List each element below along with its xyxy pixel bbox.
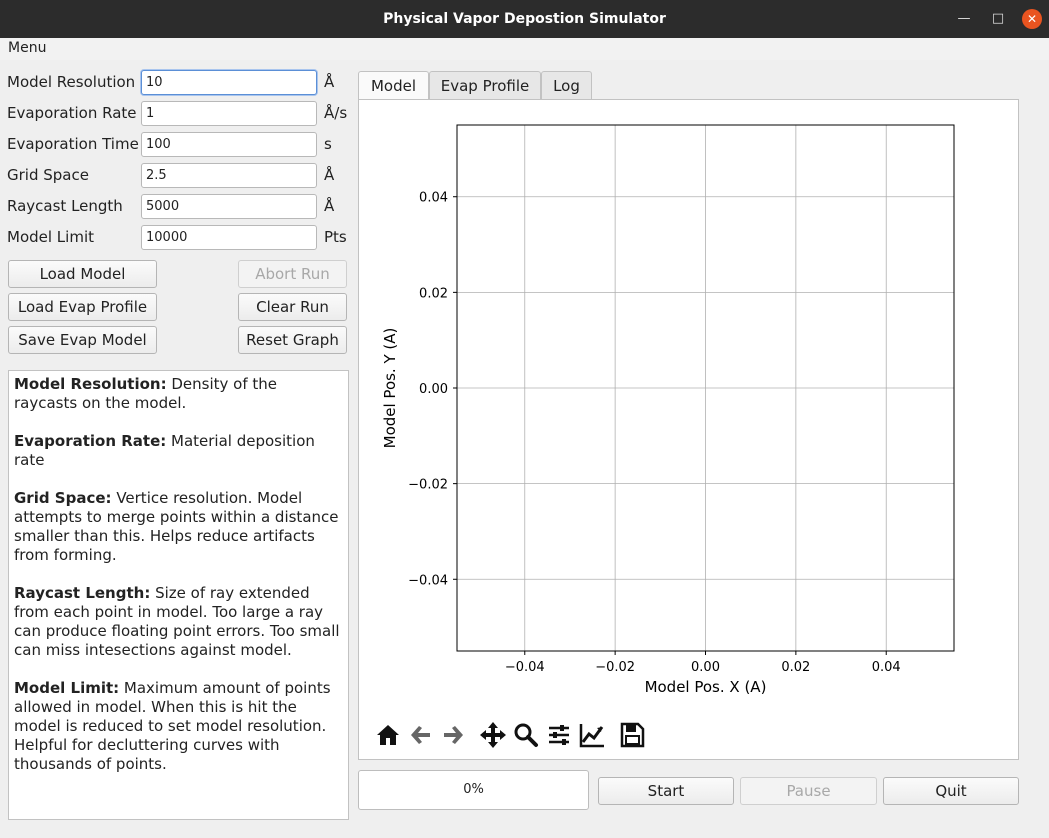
field-label: Grid Space — [7, 166, 89, 184]
field-evaporation-time: Evaporation Time s — [0, 132, 350, 158]
evaporation-rate-input[interactable] — [141, 101, 317, 126]
help-term: Model Resolution: — [14, 375, 167, 393]
load-evap-profile-button[interactable]: Load Evap Profile — [8, 293, 157, 321]
y-tick-label: −0.02 — [408, 478, 448, 493]
field-raycast-length: Raycast Length Å — [0, 194, 350, 220]
help-paragraph: Evaporation Rate: Material deposition ra… — [14, 432, 343, 470]
field-model-limit: Model Limit Pts — [0, 225, 350, 251]
help-term: Raycast Length: — [14, 584, 151, 602]
menu-item[interactable]: Menu — [8, 40, 47, 56]
back-arrow-icon[interactable] — [406, 720, 436, 750]
field-evaporation-rate: Evaporation Rate Å/s — [0, 101, 350, 127]
edit-axis-icon[interactable] — [577, 720, 607, 750]
y-tick-label: −0.04 — [408, 573, 448, 588]
help-description: Helpful for decluttering curves with tho… — [14, 736, 280, 773]
save-evap-model-button[interactable]: Save Evap Model — [8, 326, 157, 354]
title-bar: Physical Vapor Depostion Simulator — □ ✕ — [0, 0, 1049, 38]
field-unit: Å/s — [324, 104, 348, 122]
x-tick-label: 0.04 — [872, 660, 901, 675]
x-tick-label: −0.04 — [505, 660, 545, 675]
grid-space-input[interactable] — [141, 163, 317, 188]
pause-button[interactable]: Pause — [740, 777, 877, 805]
model-plot[interactable]: −0.04 −0.02 0.00 0.02 0.04 0.04 0.02 0.00 −0.02 −… — [359, 100, 1018, 710]
field-label: Model Resolution — [7, 73, 136, 91]
field-label: Evaporation Rate — [7, 104, 137, 122]
help-paragraph: Grid Space: Vertice resolution. Model at… — [14, 489, 343, 565]
clear-run-button[interactable]: Clear Run — [238, 293, 347, 321]
raycast-length-input[interactable] — [141, 194, 317, 219]
tab-model[interactable]: Model — [358, 71, 429, 101]
y-tick-label: 0.04 — [419, 191, 448, 206]
field-model-resolution: Model Resolution Å — [0, 70, 350, 96]
help-text-panel[interactable]: Model Resolution: Density of the raycast… — [8, 370, 349, 820]
field-label: Model Limit — [7, 228, 94, 246]
progress-bar: 0% — [358, 770, 589, 810]
x-tick-label: 0.00 — [691, 660, 720, 675]
y-tick-label: 0.00 — [419, 382, 448, 397]
forward-arrow-icon[interactable] — [438, 720, 468, 750]
field-unit: Å — [324, 197, 335, 215]
x-axis-label: Model Pos. X (A) — [645, 678, 767, 696]
field-unit: s — [324, 135, 332, 153]
field-label: Evaporation Time — [7, 135, 139, 153]
start-button[interactable]: Start — [598, 777, 734, 805]
close-icon[interactable]: ✕ — [1022, 9, 1042, 29]
help-term: Grid Space: — [14, 489, 112, 507]
x-tick-label: −0.02 — [595, 660, 635, 675]
help-paragraph: Helpful for decluttering curves with tho… — [14, 736, 343, 774]
menu-bar: Menu — [0, 38, 1049, 60]
maximize-icon[interactable]: □ — [991, 11, 1005, 26]
quit-button[interactable]: Quit — [883, 777, 1019, 805]
zoom-icon[interactable] — [511, 720, 541, 750]
model-tab-panel: −0.04 −0.02 0.00 0.02 0.04 0.04 0.02 0.00 −0.02 −… — [358, 99, 1019, 760]
help-description: Material deposition rate — [14, 432, 315, 469]
field-unit: Å — [324, 73, 335, 91]
tab-log[interactable]: Log — [541, 71, 592, 100]
help-description: Maximum amount of points allowed in mode… — [14, 679, 331, 735]
help-term: Evaporation Rate: — [14, 432, 167, 450]
load-model-button[interactable]: Load Model — [8, 260, 157, 288]
pan-icon[interactable] — [478, 720, 508, 750]
model-resolution-input[interactable] — [141, 70, 317, 95]
help-term: Model Limit: — [14, 679, 120, 697]
tab-evap-profile[interactable]: Evap Profile — [429, 71, 541, 100]
window-title: Physical Vapor Depostion Simulator — [383, 11, 666, 27]
minimize-icon[interactable]: — — [957, 11, 971, 26]
home-icon[interactable] — [373, 720, 403, 750]
field-unit: Å — [324, 166, 335, 184]
field-grid-space: Grid Space Å — [0, 163, 350, 189]
help-paragraph: Model Resolution: Density of the raycast… — [14, 375, 343, 413]
field-unit: Pts — [324, 228, 347, 246]
abort-run-button[interactable]: Abort Run — [238, 260, 347, 288]
help-description: Density of the raycasts on the model. — [14, 375, 277, 412]
reset-graph-button[interactable]: Reset Graph — [238, 326, 347, 354]
model-limit-input[interactable] — [141, 225, 317, 250]
y-axis-label: Model Pos. Y (A) — [381, 328, 399, 449]
save-icon[interactable] — [617, 720, 647, 750]
help-description: Vertice resolution. Model attempts to me… — [14, 489, 339, 564]
configure-subplots-icon[interactable] — [544, 720, 574, 750]
help-paragraph: Raycast Length: Size of ray extended fro… — [14, 584, 343, 660]
field-label: Raycast Length — [7, 197, 123, 215]
evaporation-time-input[interactable] — [141, 132, 317, 157]
help-description: Size of ray extended from each point in … — [14, 584, 340, 659]
x-tick-label: 0.02 — [781, 660, 810, 675]
y-tick-label: 0.02 — [419, 286, 448, 301]
help-paragraph: Model Limit: Maximum amount of points al… — [14, 679, 343, 736]
